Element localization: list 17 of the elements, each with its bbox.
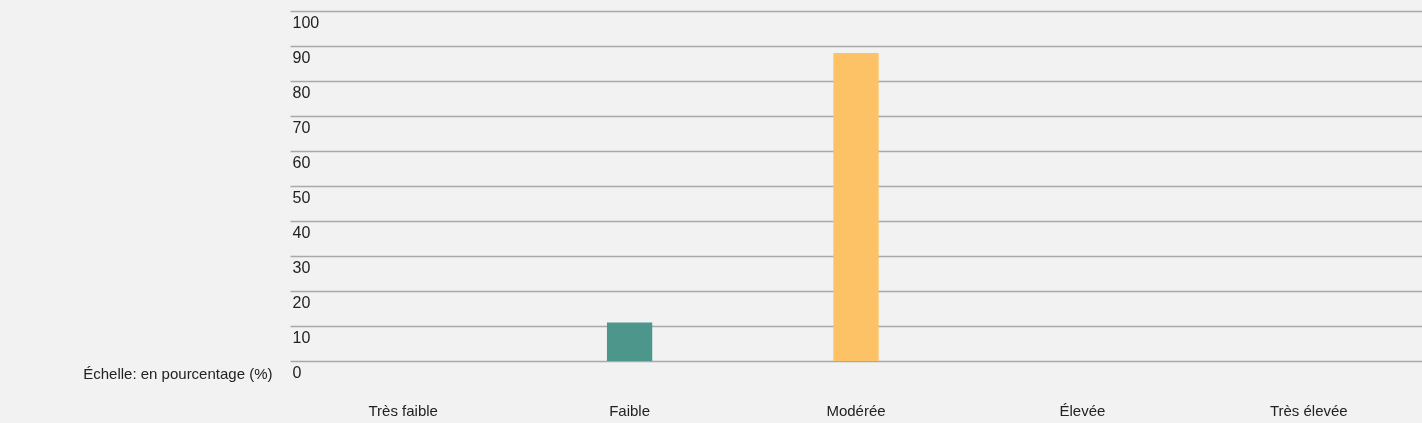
y-tick-label: 10 xyxy=(292,328,311,346)
x-tick-label: Modérée xyxy=(826,401,886,419)
y-tick-label: 60 xyxy=(292,153,311,171)
x-tick-label: Faible xyxy=(609,401,651,419)
y-tick-label: 40 xyxy=(292,223,311,241)
y-tick-label: 90 xyxy=(292,48,311,66)
x-tick-label: Très élevée xyxy=(1269,401,1348,419)
y-tick-label: 70 xyxy=(292,118,311,136)
y-tick-label: 80 xyxy=(292,83,311,101)
y-tick-label: 20 xyxy=(292,293,311,311)
x-tick-label: Élevée xyxy=(1059,401,1106,419)
x-tick-label: Très faible xyxy=(368,401,438,419)
y-tick-label: 50 xyxy=(292,188,311,206)
y-axis-title: Échelle: en pourcentage (%) xyxy=(83,364,273,382)
y-tick-label: 30 xyxy=(292,258,311,276)
y-tick-label: 100 xyxy=(292,13,320,31)
y-tick-label: 0 xyxy=(292,363,302,381)
